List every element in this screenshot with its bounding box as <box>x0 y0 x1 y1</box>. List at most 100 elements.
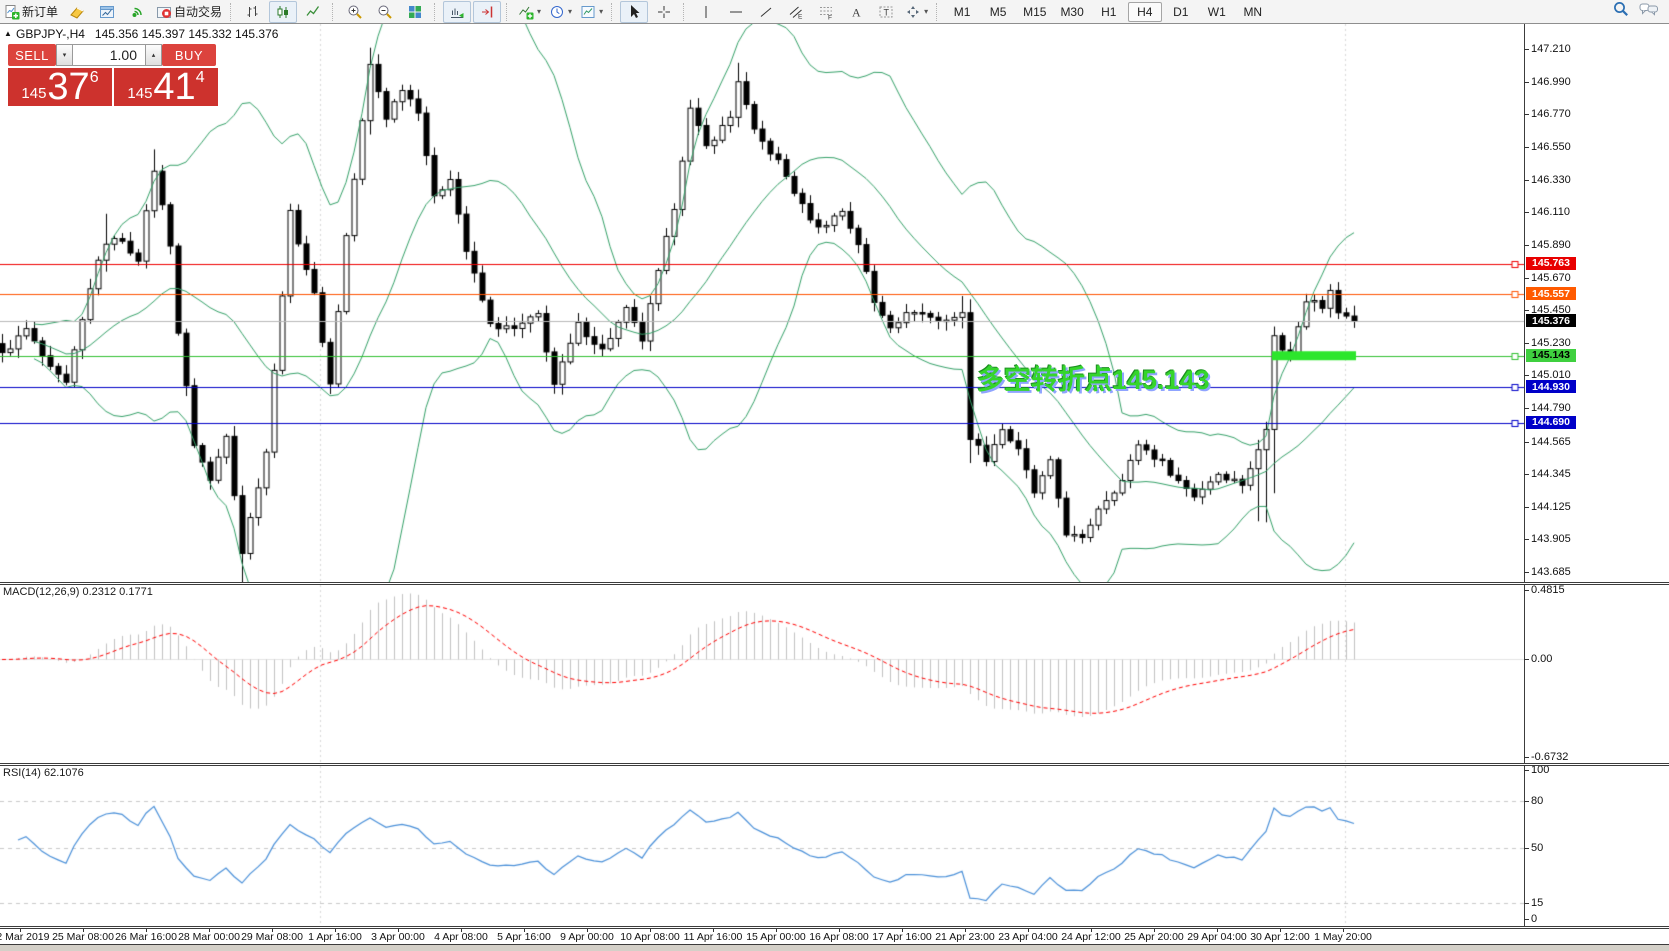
price-badge: 144.690 <box>1526 415 1576 429</box>
rsi-label: RSI(14) 62.1076 <box>3 767 84 779</box>
tf-m15-button[interactable]: M15 <box>1017 2 1052 22</box>
macd-tick-label: 0.4815 <box>1524 584 1565 596</box>
sell-price-prefix: 145 <box>21 85 47 102</box>
zoom-in-button[interactable] <box>341 1 369 23</box>
time-tick <box>272 928 273 932</box>
dropdown-arrow-icon[interactable]: ▾ <box>537 7 542 16</box>
trendline-button[interactable] <box>752 1 780 23</box>
equidistant-channel-button[interactable]: E <box>782 1 810 23</box>
search-icon[interactable] <box>1612 0 1630 23</box>
horizontal-line-button[interactable] <box>722 1 750 23</box>
volume-input[interactable] <box>73 44 145 66</box>
new-order-button[interactable]: 新订单 <box>1 1 61 23</box>
toolbar-group-separator <box>611 2 616 21</box>
time-tick <box>146 928 147 932</box>
label-icon: T <box>878 4 894 20</box>
time-tick-label: 16 Apr 08:00 <box>809 931 869 943</box>
time-tick-label: 25 Mar 08:00 <box>52 931 114 943</box>
tf-m30-label: M30 <box>1060 4 1084 19</box>
arrows-button[interactable]: ▾ <box>902 1 931 23</box>
volume-increase-button[interactable]: ▴ <box>145 44 162 66</box>
tf-d1-button[interactable]: D1 <box>1164 2 1198 22</box>
indicators-icon <box>518 4 534 20</box>
sell-price-sup: 6 <box>89 69 99 86</box>
line-icon <box>305 4 321 20</box>
tile-windows-button[interactable] <box>401 1 429 23</box>
templates-button[interactable]: ▾ <box>577 1 606 23</box>
candlestick-chart-button[interactable] <box>269 0 298 23</box>
tf-mn-label: MN <box>1243 4 1263 19</box>
chart-window-button[interactable] <box>93 1 121 23</box>
signals-button[interactable] <box>123 1 151 23</box>
price-tick-label: 144.125 <box>1524 500 1571 513</box>
line-chart-button[interactable] <box>299 1 327 23</box>
signal-icon <box>129 4 145 20</box>
auto-scroll-button[interactable] <box>443 0 472 23</box>
crosshair-icon <box>656 4 672 20</box>
chart-shift-button[interactable] <box>473 0 502 23</box>
time-tick-label: 3 Apr 00:00 <box>371 931 425 943</box>
time-tick <box>713 928 714 932</box>
price-tick-label: 146.770 <box>1524 108 1571 121</box>
dropdown-arrow-icon[interactable]: ▾ <box>568 7 573 16</box>
dropdown-arrow-icon[interactable]: ▾ <box>599 7 604 16</box>
chat-icon[interactable] <box>1639 1 1659 22</box>
autoscroll-icon <box>449 4 465 20</box>
tf-m5-button[interactable]: M5 <box>981 2 1015 22</box>
tf-h1-button[interactable]: H1 <box>1092 2 1126 22</box>
toolbar-group-separator <box>230 2 235 21</box>
vertical-line-button[interactable] <box>692 1 720 23</box>
main-chart-canvas[interactable] <box>0 24 1524 582</box>
tile-icon <box>407 4 423 20</box>
fibonacci-button[interactable]: F <box>812 1 840 23</box>
sell-button[interactable]: SELL <box>8 44 56 66</box>
tf-w1-button[interactable]: W1 <box>1200 2 1234 22</box>
pane-separator[interactable] <box>0 926 1669 929</box>
text-button[interactable]: A <box>842 1 870 23</box>
market-watch-button[interactable] <box>63 1 91 23</box>
text-label-button[interactable]: T <box>872 1 900 23</box>
auto-trading-button[interactable]: 自动交易 <box>153 1 225 23</box>
macd-pane-canvas[interactable] <box>0 585 1524 763</box>
panel-collapse-icon[interactable]: ▲ <box>4 29 12 38</box>
autotrade-icon <box>156 4 172 20</box>
volume-decrease-button[interactable]: ▾ <box>56 44 73 66</box>
tf-m1-label: M1 <box>953 4 971 19</box>
cursor-button[interactable] <box>620 0 649 23</box>
crosshair-button[interactable] <box>650 1 678 23</box>
time-tick-label: 22 Mar 2019 <box>0 931 50 943</box>
dropdown-arrow-icon[interactable]: ▾ <box>924 7 929 16</box>
time-tick <box>20 928 21 932</box>
time-tick <box>587 928 588 932</box>
tf-m30-button[interactable]: M30 <box>1054 2 1089 22</box>
pane-separator[interactable] <box>0 582 1669 585</box>
buy-button[interactable]: BUY <box>162 44 216 66</box>
annotation-text[interactable]: 多空转折点145.143 <box>977 365 1210 395</box>
sell-price-tile[interactable]: 145 37 6 <box>8 68 112 106</box>
tf-m15-label: M15 <box>1023 4 1047 19</box>
tf-m5-label: M5 <box>989 4 1007 19</box>
tf-h4-button[interactable]: H4 <box>1127 1 1162 22</box>
window-bottom-border <box>0 944 1669 945</box>
price-badge: 144.930 <box>1526 380 1576 394</box>
zoom-out-button[interactable] <box>371 1 399 23</box>
chart-title: GBPJPY-,H4 145.356 145.397 145.332 145.37… <box>16 27 278 41</box>
price-tick-label: 143.685 <box>1524 566 1571 579</box>
time-tick-label: 11 Apr 16:00 <box>683 931 743 943</box>
text-icon: A <box>848 4 864 20</box>
time-tick-label: 10 Apr 08:00 <box>620 931 680 943</box>
periods-button[interactable]: ▾ <box>546 1 575 23</box>
indicators-list-button[interactable]: ▾ <box>515 1 544 23</box>
bar-chart-button[interactable] <box>239 1 267 23</box>
buy-price-tile[interactable]: 145 41 4 <box>114 68 218 106</box>
one-click-trading-panel: SELL ▾ ▴ BUY 145 37 6 145 41 4 <box>8 44 218 106</box>
time-tick-label: 9 Apr 00:00 <box>560 931 614 943</box>
tf-mn-button[interactable]: MN <box>1236 2 1270 22</box>
macd-tick-label: 0.00 <box>1523 653 1553 665</box>
rsi-pane-canvas[interactable] <box>0 766 1524 926</box>
time-tick-label: 28 Mar 00:00 <box>178 931 240 943</box>
buy-price-prefix: 145 <box>127 85 153 102</box>
pane-separator[interactable] <box>0 763 1669 766</box>
tf-m1-button[interactable]: M1 <box>945 2 979 22</box>
